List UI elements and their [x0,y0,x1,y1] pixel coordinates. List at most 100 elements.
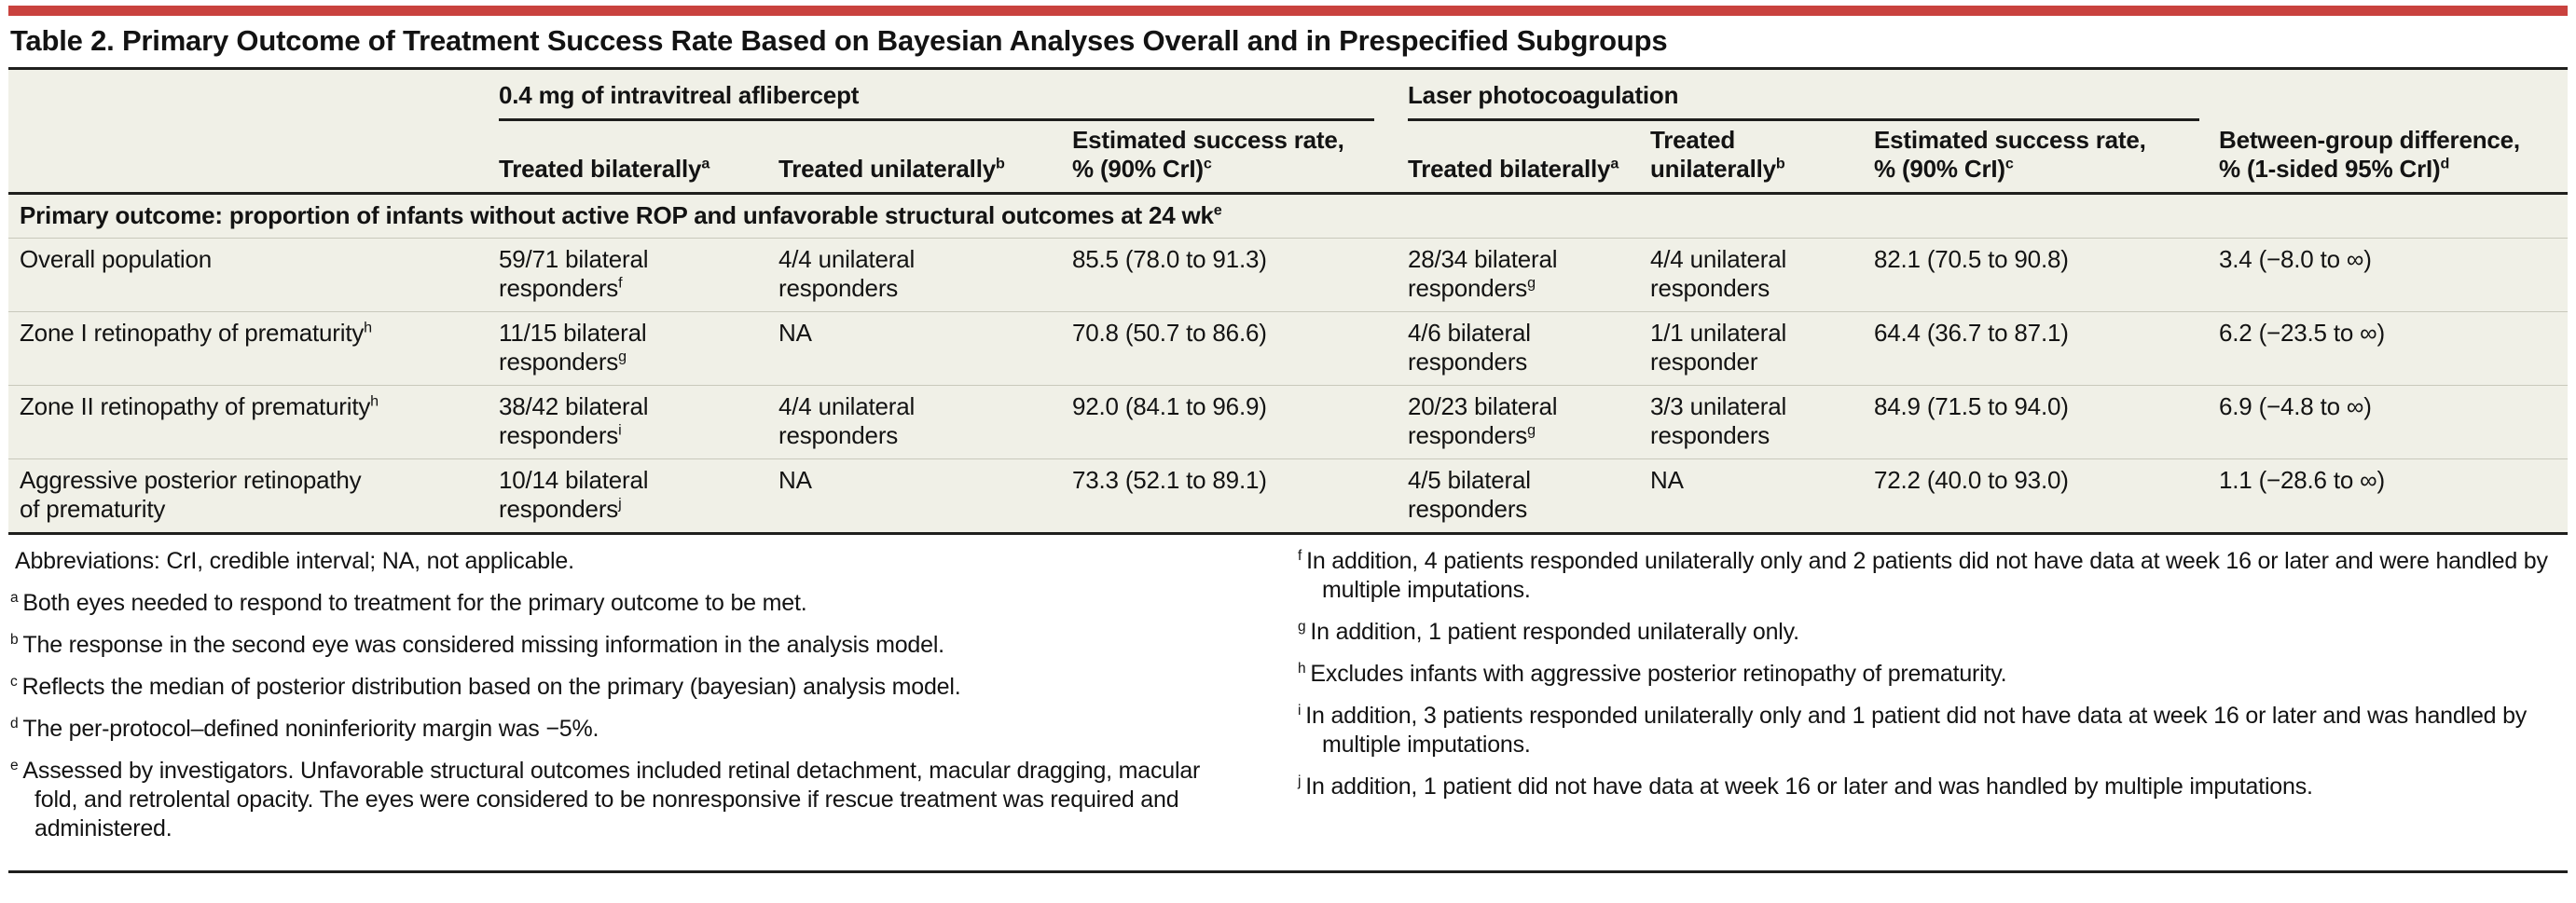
cell-text: 1/1 unilateral responder [1650,319,1787,376]
table-cell: 92.0 (84.1 to 96.9) [1072,386,1408,458]
table-row: Zone II retinopathy of prematurityh 38/4… [8,386,2568,459]
footnote-marker: j [1298,773,1302,789]
row-label: Zone II retinopathy of prematurityh [8,386,499,458]
column-header-afl-unilateral: Treated unilaterallyb [778,150,1072,192]
group-header-aflibercept: 0.4 mg of intravitreal aflibercept [499,81,1374,121]
table-cell: 85.5 (78.0 to 91.3) [1072,239,1408,311]
footnote-text: Reflects the median of posterior distrib… [21,674,961,700]
cell-text: 6.9 (−4.8 to ∞) [2219,392,2372,420]
table-cell: 1/1 unilateral responder [1650,312,1874,385]
row-label: Overall population [8,239,499,311]
column-header-afl-success-rate: Estimated success rate, % (90% CrI)c [1072,121,1408,192]
table-cell: 4/4 unilateral responders [778,239,1072,311]
footnote-text: In addition, 4 patients responded unilat… [1306,548,2548,603]
footnote-marker: d [2440,155,2450,172]
footnote-marker: h [370,392,379,410]
footnote-marker: g [1298,618,1306,635]
footnotes-left-column: Abbreviations: CrI, credible interval; N… [10,547,1298,856]
footnote-marker: f [1298,547,1302,564]
footnote-e: e Assessed by investigators. Unfavorable … [10,757,1247,843]
cell-text: 4/4 unilateral responders [1650,245,1787,302]
footnote-marker: g [1527,274,1536,292]
footnote-marker: c [2004,155,2014,172]
cell-text: 72.2 (40.0 to 93.0) [1874,466,2069,494]
footnote-text: The response in the second eye was consi… [22,632,944,658]
cell-text: 4/6 bilateral responders [1408,319,1531,376]
footnote-text: In addition, 3 patients responded unilat… [1305,703,2528,758]
footnote-marker: c [10,673,18,690]
table-cell: 84.9 (71.5 to 94.0) [1874,386,2219,458]
column-header-afl-bilateral: Treated bilaterallya [499,150,778,192]
footnote-marker: b [10,631,19,648]
column-header-laser-success-rate: Estimated success rate, % (90% CrI)c [1874,121,2219,192]
footnote-d: d The per-protocol–defined noninferiority… [10,715,1247,744]
cell-text: 84.9 (71.5 to 94.0) [1874,392,2069,420]
table-cell: 38/42 bilateral respondersi [499,386,778,458]
table-row: Overall population 59/71 bilateral respo… [8,239,2568,312]
bottom-rule [8,870,2568,873]
footnote-marker: a [10,589,19,606]
footnote-h: h Excludes infants with aggressive poster… [1298,660,2556,689]
row-label-text: Aggressive posterior retinopathy of prem… [20,466,362,523]
table-cell: 4/5 bilateral responders [1408,459,1650,532]
footnote-j: j In addition, 1 patient did not have dat… [1298,773,2556,801]
footnote-marker: i [618,421,622,439]
table-cell: NA [1650,459,1874,532]
footnote-marker: f [618,274,623,292]
footnote-marker: i [1298,702,1302,718]
group-header-laser: Laser photocoagulation [1408,81,2199,121]
results-table: 0.4 mg of intravitreal aflibercept Laser… [8,67,2568,535]
cell-text: NA [1650,466,1684,494]
table-cell: 1.1 (−28.6 to ∞) [2219,459,2568,532]
footnote-text: Excludes infants with aggressive posteri… [1310,661,2007,687]
cell-text: 20/23 bilateral responders [1408,392,1558,449]
group-header-label: 0.4 mg of intravitreal aflibercept [499,81,860,109]
footnote-marker: d [10,715,19,732]
row-label-text: Zone II retinopathy of prematurity [20,392,371,420]
table-cell: 59/71 bilateral respondersf [499,239,778,311]
column-header-empty [8,179,499,192]
cell-text: 4/5 bilateral responders [1408,466,1531,523]
footnote-b: b The response in the second eye was cons… [10,631,1247,660]
group-header-row: 0.4 mg of intravitreal aflibercept Laser… [8,70,2568,121]
footnote-c: c Reflects the median of posterior distri… [10,673,1247,702]
cell-text: 4/4 unilateral responders [778,392,916,449]
footnote-g: g In addition, 1 patient responded unilat… [1298,618,2556,647]
column-header-label: Treated unilaterally [778,155,996,183]
footnote-marker: j [618,495,622,513]
footnote-marker: b [1775,155,1785,172]
accent-top-bar [8,6,2568,16]
table-title: Table 2. Primary Outcome of Treatment Su… [10,24,1668,57]
footnote-marker: c [1203,155,1212,172]
section-header-label: Primary outcome: proportion of infants w… [20,201,1214,229]
abbreviations-note: Abbreviations: CrI, credible interval; N… [10,547,1247,576]
row-label: Aggressive posterior retinopathy of prem… [8,459,499,532]
cell-text: NA [778,319,812,347]
footnote-text: Both eyes needed to respond to treatment… [22,590,807,616]
column-header-label: Estimated success rate, % (90% CrI) [1874,126,2146,183]
table-cell: 3.4 (−8.0 to ∞) [2219,239,2568,311]
cell-text: 38/42 bilateral responders [499,392,649,449]
table-cell: 4/4 unilateral responders [1650,239,1874,311]
column-header-label: Estimated success rate, % (90% CrI) [1072,126,1344,183]
table-cell: 64.4 (36.7 to 87.1) [1874,312,2219,385]
table-row: Aggressive posterior retinopathy of prem… [8,459,2568,532]
footnote-marker: h [1298,660,1306,677]
cell-text: 28/34 bilateral responders [1408,245,1558,302]
cell-text: 70.8 (50.7 to 86.6) [1072,319,1267,347]
footnote-marker: a [1610,155,1619,172]
table-cell: 82.1 (70.5 to 90.8) [1874,239,2219,311]
table-cell: 6.2 (−23.5 to ∞) [2219,312,2568,385]
section-header-row: Primary outcome: proportion of infants w… [8,195,2568,239]
cell-text: 3/3 unilateral responders [1650,392,1787,449]
row-label-text: Overall population [20,245,212,273]
footnotes-right-column: f In addition, 4 patients responded unila… [1298,547,2566,814]
footnote-a: a Both eyes needed to respond to treatmen… [10,589,1247,618]
column-header-label: Treated bilaterally [499,155,702,183]
table-cell: 72.2 (40.0 to 93.0) [1874,459,2219,532]
table-cell: 3/3 unilateral responders [1650,386,1874,458]
journal-table-page: Table 2. Primary Outcome of Treatment Su… [0,6,2576,903]
row-label: Zone I retinopathy of prematurityh [8,312,499,385]
table-row: Zone I retinopathy of prematurityh 11/15… [8,312,2568,386]
table-cell: 70.8 (50.7 to 86.6) [1072,312,1408,385]
